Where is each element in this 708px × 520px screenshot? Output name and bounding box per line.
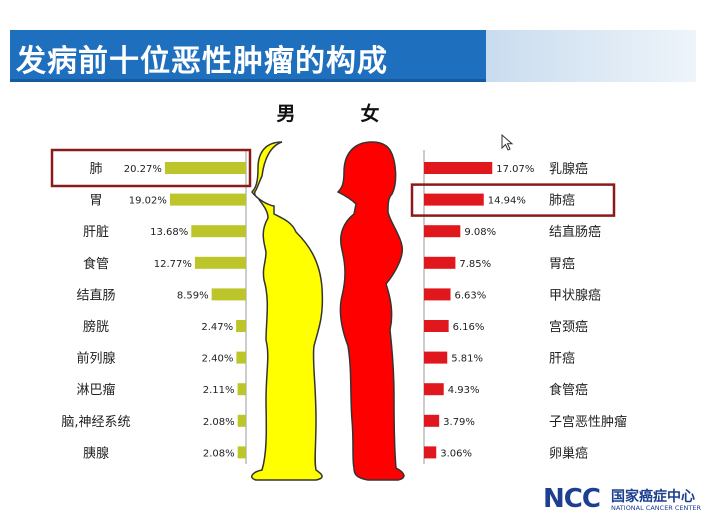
female-category-label: 子宫恶性肿瘤	[549, 414, 627, 430]
female-category-label: 宫颈癌	[549, 319, 588, 335]
male-body-silhouette	[251, 141, 324, 481]
female-bar	[424, 162, 493, 174]
female-bar	[424, 414, 440, 427]
male-value-label: 19.02%	[129, 196, 167, 207]
female-bar	[424, 320, 449, 332]
female-value-label: 14.94%	[488, 196, 526, 207]
male-category-label: 膀胱	[83, 319, 109, 335]
male-category-label: 食管	[83, 256, 109, 272]
female-series-label: 女	[360, 102, 379, 125]
logo-mark: NCC	[543, 484, 601, 514]
female-bar	[424, 225, 461, 238]
title-bar-gradient	[486, 30, 696, 82]
male-bar	[194, 256, 246, 269]
female-category-label: 卵巢癌	[549, 445, 588, 461]
female-value-label: 6.16%	[453, 322, 485, 333]
male-bar	[236, 351, 246, 364]
female-value-label: 7.85%	[459, 259, 491, 270]
female-category-label: 食管癌	[549, 382, 588, 398]
slide-title: 发病前十位恶性肿瘤的构成	[16, 44, 388, 79]
mouse-cursor-icon	[501, 134, 514, 151]
female-category-label: 肺癌	[549, 193, 575, 209]
logo-name-en: NATIONAL CANCER CENTER	[611, 504, 701, 512]
female-value-label: 17.07%	[496, 164, 534, 175]
male-category-label: 胃	[89, 194, 102, 209]
male-highlight-box	[50, 148, 252, 188]
male-bar	[211, 288, 246, 301]
female-highlight-box	[410, 183, 616, 217]
male-value-label: 2.08%	[203, 417, 235, 428]
male-bar	[236, 320, 246, 332]
female-category-label: 结直肠癌	[549, 224, 601, 240]
female-bar	[424, 288, 451, 301]
title-bar	[10, 30, 486, 82]
male-bar	[164, 162, 246, 174]
male-value-label: 2.40%	[202, 354, 234, 365]
female-bar	[424, 383, 444, 396]
male-bar	[237, 383, 246, 396]
male-category-label: 脑,神经系统	[61, 415, 130, 430]
female-category-label: 肝癌	[549, 351, 575, 367]
male-bar	[191, 225, 246, 238]
female-body-silhouette	[336, 141, 405, 481]
female-bar	[424, 351, 448, 364]
female-value-label: 3.06%	[440, 448, 472, 459]
male-bar	[237, 414, 246, 427]
female-value-label: 5.81%	[451, 354, 483, 365]
female-value-label: 9.08%	[464, 227, 496, 238]
male-value-label: 2.47%	[201, 322, 233, 333]
male-value-label: 13.68%	[150, 227, 188, 238]
female-value-label: 6.63%	[455, 290, 487, 301]
male-category-label: 结直肠	[76, 288, 115, 303]
female-bar	[424, 193, 484, 206]
male-series-label: 男	[276, 103, 295, 125]
ncc-logo: NCC 国家癌症中心 NATIONAL CANCER CENTER	[543, 484, 703, 516]
logo-name-cn: 国家癌症中心	[611, 489, 695, 505]
male-category-label: 前列腺	[76, 351, 115, 367]
male-category-label: 肝脏	[83, 225, 109, 240]
male-value-label: 2.11%	[203, 385, 235, 396]
female-bar	[424, 256, 456, 269]
male-bar	[237, 446, 246, 459]
male-bar	[169, 193, 246, 206]
female-value-label: 3.79%	[443, 417, 475, 428]
male-category-label: 淋巴瘤	[76, 382, 115, 398]
female-value-label: 4.93%	[448, 385, 480, 396]
male-value-label: 12.77%	[154, 259, 192, 270]
male-value-label: 20.27%	[124, 164, 162, 175]
male-category-label: 胰腺	[83, 446, 109, 461]
female-category-label: 乳腺癌	[549, 161, 588, 177]
female-category-label: 甲状腺癌	[549, 287, 601, 303]
female-bar	[424, 446, 437, 459]
female-category-label: 胃癌	[549, 256, 575, 272]
male-value-label: 2.08%	[203, 448, 235, 459]
male-category-label: 肺	[89, 162, 102, 177]
male-value-label: 8.59%	[177, 290, 209, 301]
